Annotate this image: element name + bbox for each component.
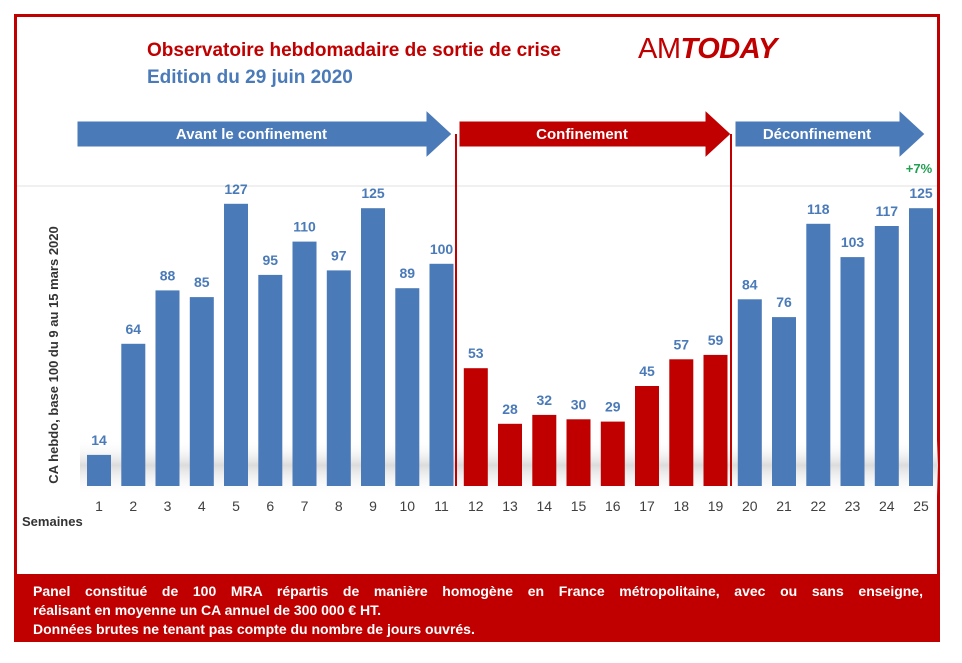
logo-today: TODAY — [680, 33, 778, 65]
phase-arrow-confinement — [458, 108, 732, 160]
x-tick-label: 21 — [776, 498, 792, 514]
bar-week-17 — [635, 386, 659, 486]
footer-line-1: Panel constitué de 100 MRA répartis de m… — [33, 583, 923, 599]
phase-arrow-avant-label: Avant le confinement — [176, 126, 327, 143]
x-tick-label: 3 — [164, 498, 172, 514]
growth-annotation: +7% — [906, 161, 933, 176]
phase-arrow-avant — [76, 108, 453, 160]
x-tick-label: 23 — [845, 498, 861, 514]
x-tick-label: 7 — [301, 498, 309, 514]
bar-week-24 — [874, 226, 899, 486]
x-tick-label: 13 — [502, 498, 518, 514]
x-tick-label: 18 — [674, 498, 690, 514]
bar-week-20 — [737, 299, 762, 486]
x-tick-label: 11 — [434, 498, 449, 514]
x-tick-label: 20 — [742, 498, 758, 514]
bar-week-18 — [669, 359, 694, 486]
bar-value-label: 53 — [468, 345, 484, 361]
bar-value-label: 32 — [537, 392, 553, 408]
bar-value-label: 97 — [331, 247, 347, 263]
x-tick-label: 19 — [708, 498, 724, 514]
x-tick-label: 4 — [198, 498, 206, 514]
bar-week-13 — [498, 423, 522, 486]
bar-week-10 — [395, 288, 420, 486]
x-tick-label: 9 — [369, 498, 377, 514]
bar-value-label: 110 — [293, 219, 316, 235]
x-tick-label: 1 — [95, 498, 103, 514]
bar-week-9 — [361, 208, 385, 486]
x-tick-label: 25 — [913, 498, 929, 514]
bar-value-label: 89 — [400, 265, 416, 281]
bar-week-1 — [87, 454, 111, 486]
bar-value-label: 95 — [263, 252, 279, 268]
bar-week-8 — [326, 270, 351, 486]
footer-line-2: réalisant en moyenne un CA annuel de 300… — [33, 602, 382, 618]
x-tick-label: 15 — [571, 498, 587, 514]
bar-value-label: 29 — [605, 399, 621, 415]
x-tick-label: 16 — [605, 498, 621, 514]
phase-arrows: Avant le confinement Confinement Déconfine… — [76, 108, 926, 160]
bar-value-label: 84 — [742, 276, 758, 292]
bar-value-label: 57 — [674, 336, 690, 352]
bar-week-3 — [155, 290, 180, 486]
bar-week-2 — [121, 343, 146, 486]
bar-value-label: 127 — [224, 181, 248, 197]
bar-week-21 — [772, 317, 796, 486]
x-axis-title: Semaines — [22, 514, 83, 529]
bar-week-6 — [258, 274, 283, 486]
bar-value-label: 100 — [430, 241, 454, 257]
bar-value-label: 28 — [502, 401, 518, 417]
bar-week-19 — [703, 354, 728, 486]
bar-week-23 — [840, 257, 865, 486]
phase-arrow-confinement-label: Confinement — [536, 126, 628, 143]
bar-value-label: 117 — [876, 203, 899, 219]
bar-week-12 — [463, 368, 488, 486]
x-tick-label: 24 — [879, 498, 895, 514]
bar-value-label: 85 — [194, 274, 210, 290]
bar-value-label: 45 — [639, 363, 655, 379]
bar-week-16 — [600, 421, 625, 486]
footer-line-3: Données brutes ne tenant pas compte du n… — [33, 621, 475, 637]
x-tick-label: 14 — [537, 498, 553, 514]
chart-subtitle: Edition du 29 juin 2020 — [147, 67, 353, 88]
footer-note: Panel constitué de 100 MRA répartis de m… — [17, 574, 937, 640]
bar-week-14 — [532, 414, 557, 486]
bar-week-4 — [189, 297, 214, 486]
x-tick-label: 12 — [468, 498, 484, 514]
x-ticks-group: 1 2 3 4 5 6 7 8 9 10 11 12 13 14 15 16 17 18 19 20 21 22 23 24 2… — [95, 498, 929, 514]
x-tick-label: 22 — [811, 498, 827, 514]
bar-week-11 — [429, 263, 454, 486]
bar-value-label: 118 — [807, 201, 830, 217]
x-tick-label: 10 — [400, 498, 416, 514]
bar-value-label: 125 — [909, 185, 933, 201]
x-tick-label: 17 — [639, 498, 655, 514]
bar-labels-group: 14 64 88 85 127 95 110 97 125 89 100 53 28 32 30 29 45 57… — [91, 181, 933, 448]
phase-arrow-deconfinement — [734, 108, 926, 160]
bar-value-label: 30 — [571, 396, 587, 412]
bar-week-5 — [224, 203, 248, 487]
amtoday-logo: AMTODAY — [638, 33, 777, 66]
bar-value-label: 125 — [361, 185, 385, 201]
x-tick-label: 6 — [266, 498, 274, 514]
x-tick-label: 2 — [129, 498, 137, 514]
bars-group — [87, 203, 933, 487]
bar-value-label: 64 — [126, 321, 142, 337]
bar-week-25 — [909, 208, 933, 486]
y-axis-title: CA hebdo, base 100 du 9 au 15 mars 2020 — [46, 226, 61, 483]
logo-am: AM — [638, 33, 681, 65]
bar-value-label: 88 — [160, 267, 176, 283]
bar-value-label: 59 — [708, 332, 724, 348]
x-tick-label: 5 — [232, 498, 240, 514]
x-tick-label: 8 — [335, 498, 343, 514]
phase-arrow-deconfinement-label: Déconfinement — [763, 126, 871, 143]
bar-week-7 — [292, 241, 317, 486]
chart-title: Observatoire hebdomadaire de sortie de c… — [147, 40, 561, 61]
bar-value-label: 76 — [776, 294, 792, 310]
bar-week-15 — [566, 419, 591, 486]
bar-value-label: 14 — [91, 432, 107, 448]
bar-value-label: 103 — [841, 234, 865, 250]
bar-week-22 — [806, 223, 831, 487]
